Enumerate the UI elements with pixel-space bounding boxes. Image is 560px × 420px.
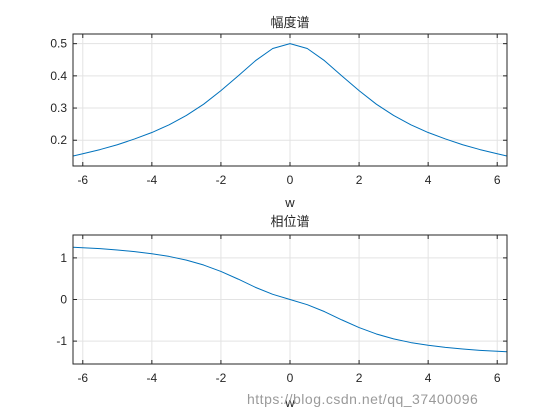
phase-xtick-label: 0 bbox=[287, 371, 294, 385]
phase-xtick-label: 2 bbox=[356, 371, 363, 385]
magnitude-ytick-label: 0.2 bbox=[50, 133, 67, 147]
magnitude-xtick-label: -4 bbox=[147, 173, 158, 187]
phase-xtick-label: -4 bbox=[147, 371, 158, 385]
magnitude-xtick-label: -2 bbox=[216, 173, 227, 187]
magnitude-xtick-label: -6 bbox=[77, 173, 88, 187]
magnitude-title: 幅度谱 bbox=[270, 15, 309, 30]
phase-xtick-label: -6 bbox=[77, 371, 88, 385]
magnitude-ticks: -6 -4 -2 0 2 4 6 0.2 0.3 0.4 0.5 bbox=[50, 34, 507, 187]
magnitude-series-line bbox=[72, 43, 508, 157]
magnitude-ytick-label: 0.4 bbox=[50, 69, 67, 83]
phase-series-line bbox=[73, 246, 507, 353]
phase-ytick-label: 1 bbox=[60, 251, 67, 265]
phase-ytick-label: -1 bbox=[56, 334, 67, 348]
magnitude-xtick-label: 6 bbox=[494, 173, 501, 187]
magnitude-xtick-label: 4 bbox=[425, 173, 432, 187]
phase-title: 相位谱 bbox=[270, 214, 309, 229]
phase-ticks: -6 -4 -2 0 2 4 6 -1 0 1 bbox=[56, 235, 507, 385]
magnitude-xtick-label: 2 bbox=[356, 173, 363, 187]
magnitude-xtick-label: 0 bbox=[287, 173, 294, 187]
magnitude-xlabel: w bbox=[284, 195, 295, 210]
phase-plot bbox=[73, 246, 507, 353]
watermark: https://blog.csdn.net/qq_37400096 bbox=[247, 391, 478, 407]
phase-xtick-label: 4 bbox=[425, 371, 432, 385]
magnitude-plot bbox=[72, 43, 508, 157]
magnitude-ytick-label: 0.3 bbox=[50, 101, 67, 115]
phase-xtick-label: -2 bbox=[216, 371, 227, 385]
magnitude-spectrum-axes: 幅度谱 -6 -4 -2 0 2 4 6 0.2 0.3 0.4 0.5 w bbox=[50, 15, 508, 210]
phase-xtick-label: 6 bbox=[494, 371, 501, 385]
magnitude-grid bbox=[73, 34, 507, 166]
magnitude-ytick-label: 0.5 bbox=[50, 37, 67, 51]
phase-ytick-label: 0 bbox=[60, 293, 67, 307]
phase-spectrum-axes: 相位谱 -6 -4 -2 0 2 4 6 -1 0 1 w bbox=[56, 214, 508, 410]
phase-xlabel: w bbox=[284, 395, 295, 410]
